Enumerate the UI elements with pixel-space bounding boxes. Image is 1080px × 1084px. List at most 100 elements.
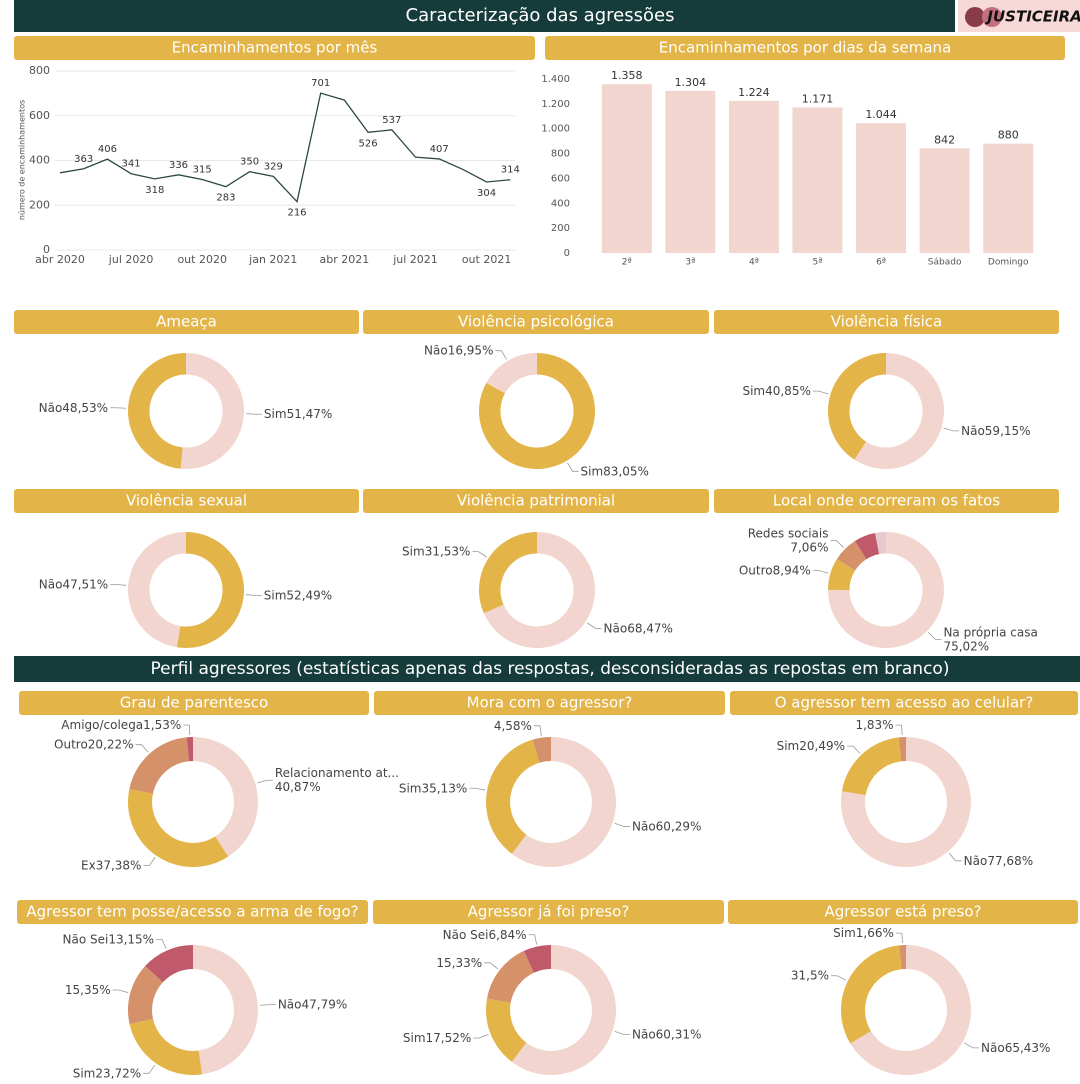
leader-line: [484, 963, 498, 969]
slice-value: 60,31%: [656, 1027, 702, 1041]
donut-slice: [486, 740, 539, 854]
x-tick-label: 4ª: [749, 258, 759, 268]
donut-slice: [487, 951, 534, 1003]
slice-value: 15,33%: [436, 955, 482, 969]
slice-label: Sim35,13%: [399, 781, 467, 795]
x-tick-label: Domingo: [988, 258, 1029, 268]
bar: [729, 101, 779, 253]
slice-value: 16,95%: [448, 343, 494, 357]
y-tick-label: 400: [29, 154, 50, 167]
donut-slice: [128, 789, 228, 867]
x-tick-label: 3ª: [685, 258, 695, 268]
slice-category: Outro: [54, 737, 88, 751]
data-label: 526: [359, 138, 378, 149]
section-title: Perfil agressores (estatísticas apenas d…: [151, 659, 950, 679]
slice-value: 59,15%: [985, 423, 1031, 437]
y-tick-label: 800: [29, 64, 50, 77]
slice-value: 47,51%: [62, 577, 108, 591]
leader-line: [615, 823, 630, 826]
slice-label: Sim83,05%: [581, 464, 649, 478]
slice-category: Não: [278, 997, 302, 1011]
data-label: 1.171: [802, 92, 834, 105]
leader-line: [964, 1043, 979, 1048]
data-label: 329: [264, 161, 283, 172]
slice-category: Não: [632, 1027, 656, 1041]
leader-line: [813, 391, 829, 394]
slice-label: Não48,53%: [39, 400, 108, 414]
bar: [665, 91, 715, 253]
panel-title: Grau de parentesco: [120, 694, 268, 712]
y-axis-label: número de encaminhamentos: [18, 100, 27, 220]
slice-value: 13,15%: [108, 932, 154, 946]
bar: [983, 144, 1033, 253]
leader-line: [587, 623, 601, 628]
leader-line: [615, 1031, 630, 1034]
leader-line: [847, 746, 860, 753]
leader-line: [831, 976, 846, 980]
data-label: 304: [477, 188, 496, 199]
slice-value: 35,13%: [421, 781, 467, 795]
slice-label: Não47,51%: [39, 577, 108, 591]
panel-title: Violência psicológica: [458, 313, 614, 331]
slice-label: Não Sei6,84%: [443, 927, 527, 941]
slice-value: 17,52%: [426, 1031, 472, 1045]
data-label: 842: [934, 133, 955, 146]
y-tick-label: 0: [564, 248, 570, 259]
slice-label: Amigo/colega1,53%: [61, 718, 181, 732]
slice-category: Amigo/colega: [61, 718, 143, 732]
data-label: 363: [74, 154, 93, 165]
slice-label: Sim17,52%: [403, 1031, 471, 1045]
slice-value: 20,49%: [799, 739, 845, 753]
slice-label: Outro20,22%: [54, 737, 134, 751]
donut-slice: [193, 737, 258, 857]
leader-line: [529, 935, 537, 945]
leader-line: [830, 541, 843, 548]
slice-label: Sim20,49%: [777, 739, 845, 753]
y-tick-label: 600: [551, 173, 570, 184]
leader-line: [257, 780, 273, 783]
slice-value: 31,53%: [425, 544, 471, 558]
slice-category: Relacionamento at...: [275, 766, 399, 780]
slice-value: 37,38%: [96, 858, 142, 872]
slice-category: Sim: [402, 544, 425, 558]
slice-label: Não16,95%: [424, 343, 493, 357]
y-tick-label: 1.400: [541, 74, 570, 85]
panel-title: Mora com o agressor?: [467, 694, 633, 712]
slice-label: Sim1,66%: [833, 926, 894, 940]
slice-category: Sim: [399, 781, 422, 795]
x-tick-label: jul 2021: [392, 253, 438, 266]
slice-label: 1,83%: [855, 718, 893, 732]
slice-value: 51,47%: [287, 407, 333, 421]
slice-value: 77,68%: [987, 853, 1033, 867]
slice-category: Não Sei: [443, 927, 489, 941]
slice-value: 40,87%: [275, 780, 321, 794]
x-tick-label: abr 2021: [320, 253, 370, 266]
data-label: 701: [311, 78, 330, 89]
data-label: 314: [501, 165, 520, 176]
leader-line: [472, 552, 486, 557]
x-tick-label: Sábado: [928, 258, 962, 268]
slice-value: 4,58%: [494, 718, 532, 732]
leader-line: [246, 595, 262, 596]
slice-label: Outro8,94%: [739, 563, 811, 577]
panel-title: Agressor tem posse/acesso a arma de fogo…: [26, 903, 358, 921]
slice-label: Não65,43%: [981, 1040, 1050, 1054]
data-label: 1.304: [675, 76, 707, 89]
data-label: 336: [169, 160, 188, 171]
slice-category: Ex: [81, 858, 96, 872]
donut-slice: [479, 532, 537, 613]
slice-category: Não: [632, 819, 656, 833]
donut-slice: [177, 532, 244, 648]
slice-label: 15,35%: [65, 983, 111, 997]
x-tick-label: out 2021: [462, 253, 512, 266]
panel-title: Encaminhamentos por dias da semana: [659, 39, 952, 57]
slice-label: Relacionamento at...40,87%: [275, 766, 399, 794]
leader-line: [469, 788, 485, 790]
data-label: 283: [216, 193, 235, 204]
panel-title: Local onde ocorreram os fatos: [773, 492, 1000, 510]
donut-slice: [128, 353, 186, 469]
data-label: 1.044: [865, 108, 897, 121]
donut-slice: [841, 945, 902, 1043]
